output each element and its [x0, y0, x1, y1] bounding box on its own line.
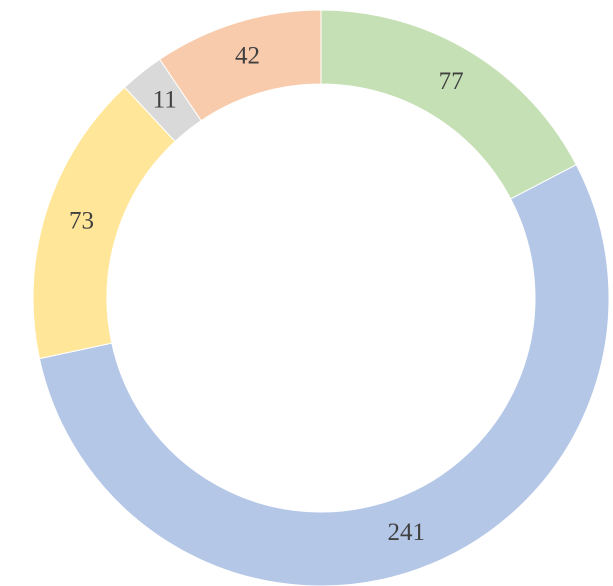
data-label: 73: [69, 208, 94, 235]
donut-segment: [32, 86, 176, 360]
data-label: 77: [439, 68, 464, 95]
donut-segment: [159, 9, 322, 122]
data-label: 241: [388, 519, 426, 546]
donut-segment: [38, 164, 610, 586]
data-label: 11: [153, 86, 177, 113]
donut-segment: [320, 9, 577, 200]
data-label: 42: [235, 43, 260, 70]
